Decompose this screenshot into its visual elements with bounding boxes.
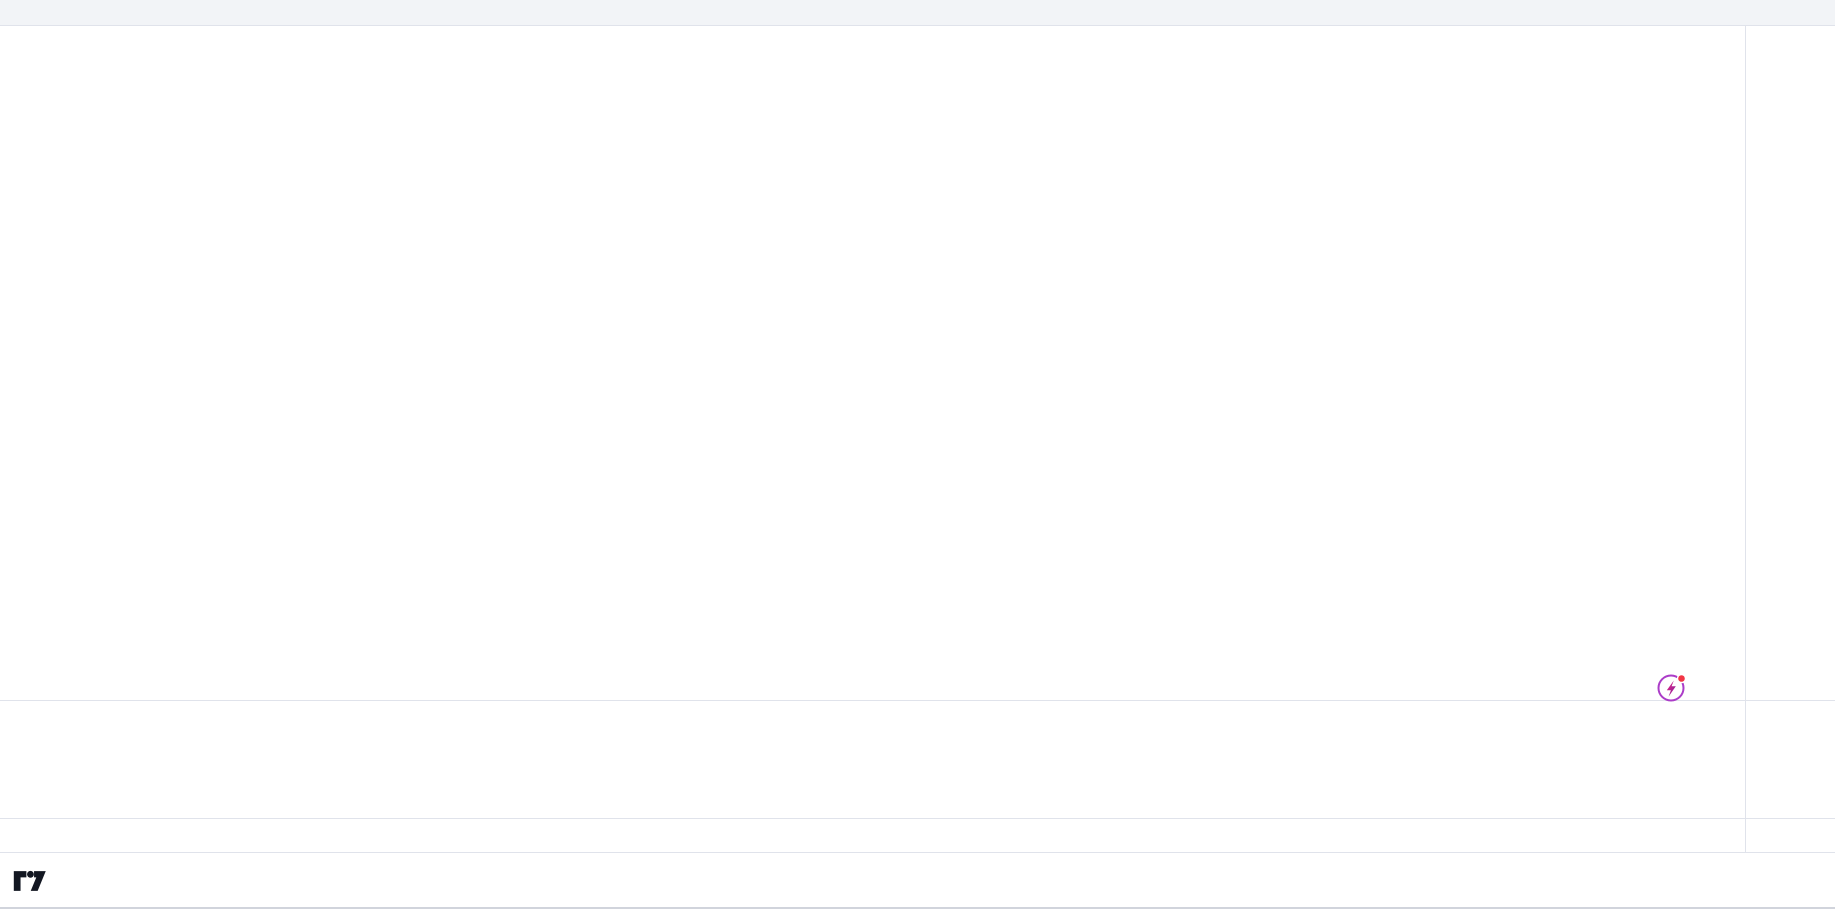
crsi-chart-canvas[interactable] — [0, 700, 1745, 818]
chart-legend — [14, 33, 32, 73]
main-chart-canvas[interactable] — [0, 26, 1745, 700]
lightning-icon — [1657, 673, 1687, 702]
notification-dot — [1676, 673, 1687, 684]
flash-reaction-button[interactable] — [1655, 670, 1689, 704]
price-axis[interactable] — [1745, 26, 1835, 818]
crsi-legend-row[interactable] — [14, 705, 26, 720]
price-axis-divider — [1745, 26, 1746, 852]
ichimoku-legend-row[interactable] — [14, 53, 32, 73]
tradingview-logo-icon[interactable] — [12, 865, 48, 897]
time-axis-divider — [0, 818, 1835, 819]
symbol-legend-row[interactable] — [14, 33, 32, 53]
attribution-bar — [0, 0, 1835, 26]
time-axis[interactable] — [0, 818, 1745, 852]
pane-divider[interactable] — [0, 700, 1835, 701]
footer — [0, 852, 1835, 907]
